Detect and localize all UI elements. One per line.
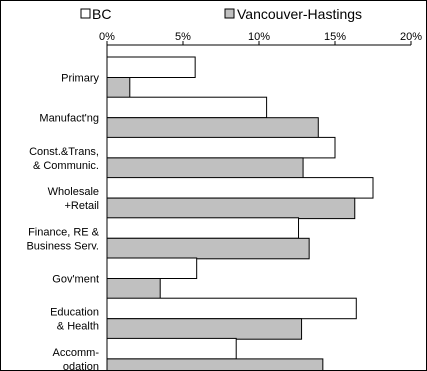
category-label: & Health — [57, 321, 99, 333]
bar-bc — [106, 337, 237, 360]
bar-vancouver-hastings — [106, 197, 356, 220]
legend-item-bc: BC — [80, 6, 111, 22]
x-tick-label: 0% — [99, 31, 115, 43]
legend: BC Vancouver-Hastings — [80, 6, 362, 22]
legend-item-vancouver-hastings: Vancouver-Hastings — [224, 6, 362, 22]
bar-vancouver-hastings — [106, 77, 131, 99]
category-label: odation — [63, 361, 99, 370]
bar-vancouver-hastings — [106, 278, 161, 300]
bar-vancouver-hastings — [106, 318, 303, 340]
bar-vancouver-hastings — [106, 358, 324, 370]
bars — [106, 56, 374, 370]
legend-label: Vancouver-Hastings — [237, 6, 362, 22]
x-tick-label: 5% — [175, 31, 191, 43]
x-tick-label: 10% — [248, 31, 270, 43]
category-label: Finance, RE & — [28, 226, 100, 238]
bar-vancouver-hastings — [106, 157, 304, 179]
category-label: Wholesale — [48, 186, 99, 198]
category-label: & Communic. — [33, 160, 99, 172]
legend-swatch — [80, 8, 91, 19]
category-label: Const.&Trans, — [29, 146, 99, 158]
category-label: Accomm- — [53, 347, 100, 359]
x-tick-label: 15% — [324, 31, 346, 43]
category-label: Education — [50, 307, 99, 319]
bar-bc — [106, 257, 198, 279]
bar-bc — [106, 56, 196, 78]
bar-vancouver-hastings — [106, 237, 310, 260]
legend-swatch — [224, 8, 235, 19]
bar-bc — [106, 297, 357, 320]
bar-bc — [106, 217, 300, 239]
category-label: Business Serv. — [26, 240, 99, 252]
bar-vancouver-hastings — [106, 117, 319, 139]
category-labels: Primary Manufact'ng Const.&Trans, & Communi… — [26, 73, 99, 371]
bar-bc — [106, 136, 336, 159]
category-label: Manufact'ng — [39, 113, 99, 125]
category-label: +Retail — [64, 200, 99, 212]
bar-bc — [106, 177, 374, 199]
x-tick-label: 20% — [400, 31, 422, 43]
legend-label: BC — [92, 6, 111, 22]
category-label: Primary — [61, 73, 99, 85]
bar-bc — [106, 96, 268, 119]
category-label: Gov'ment — [52, 274, 99, 286]
